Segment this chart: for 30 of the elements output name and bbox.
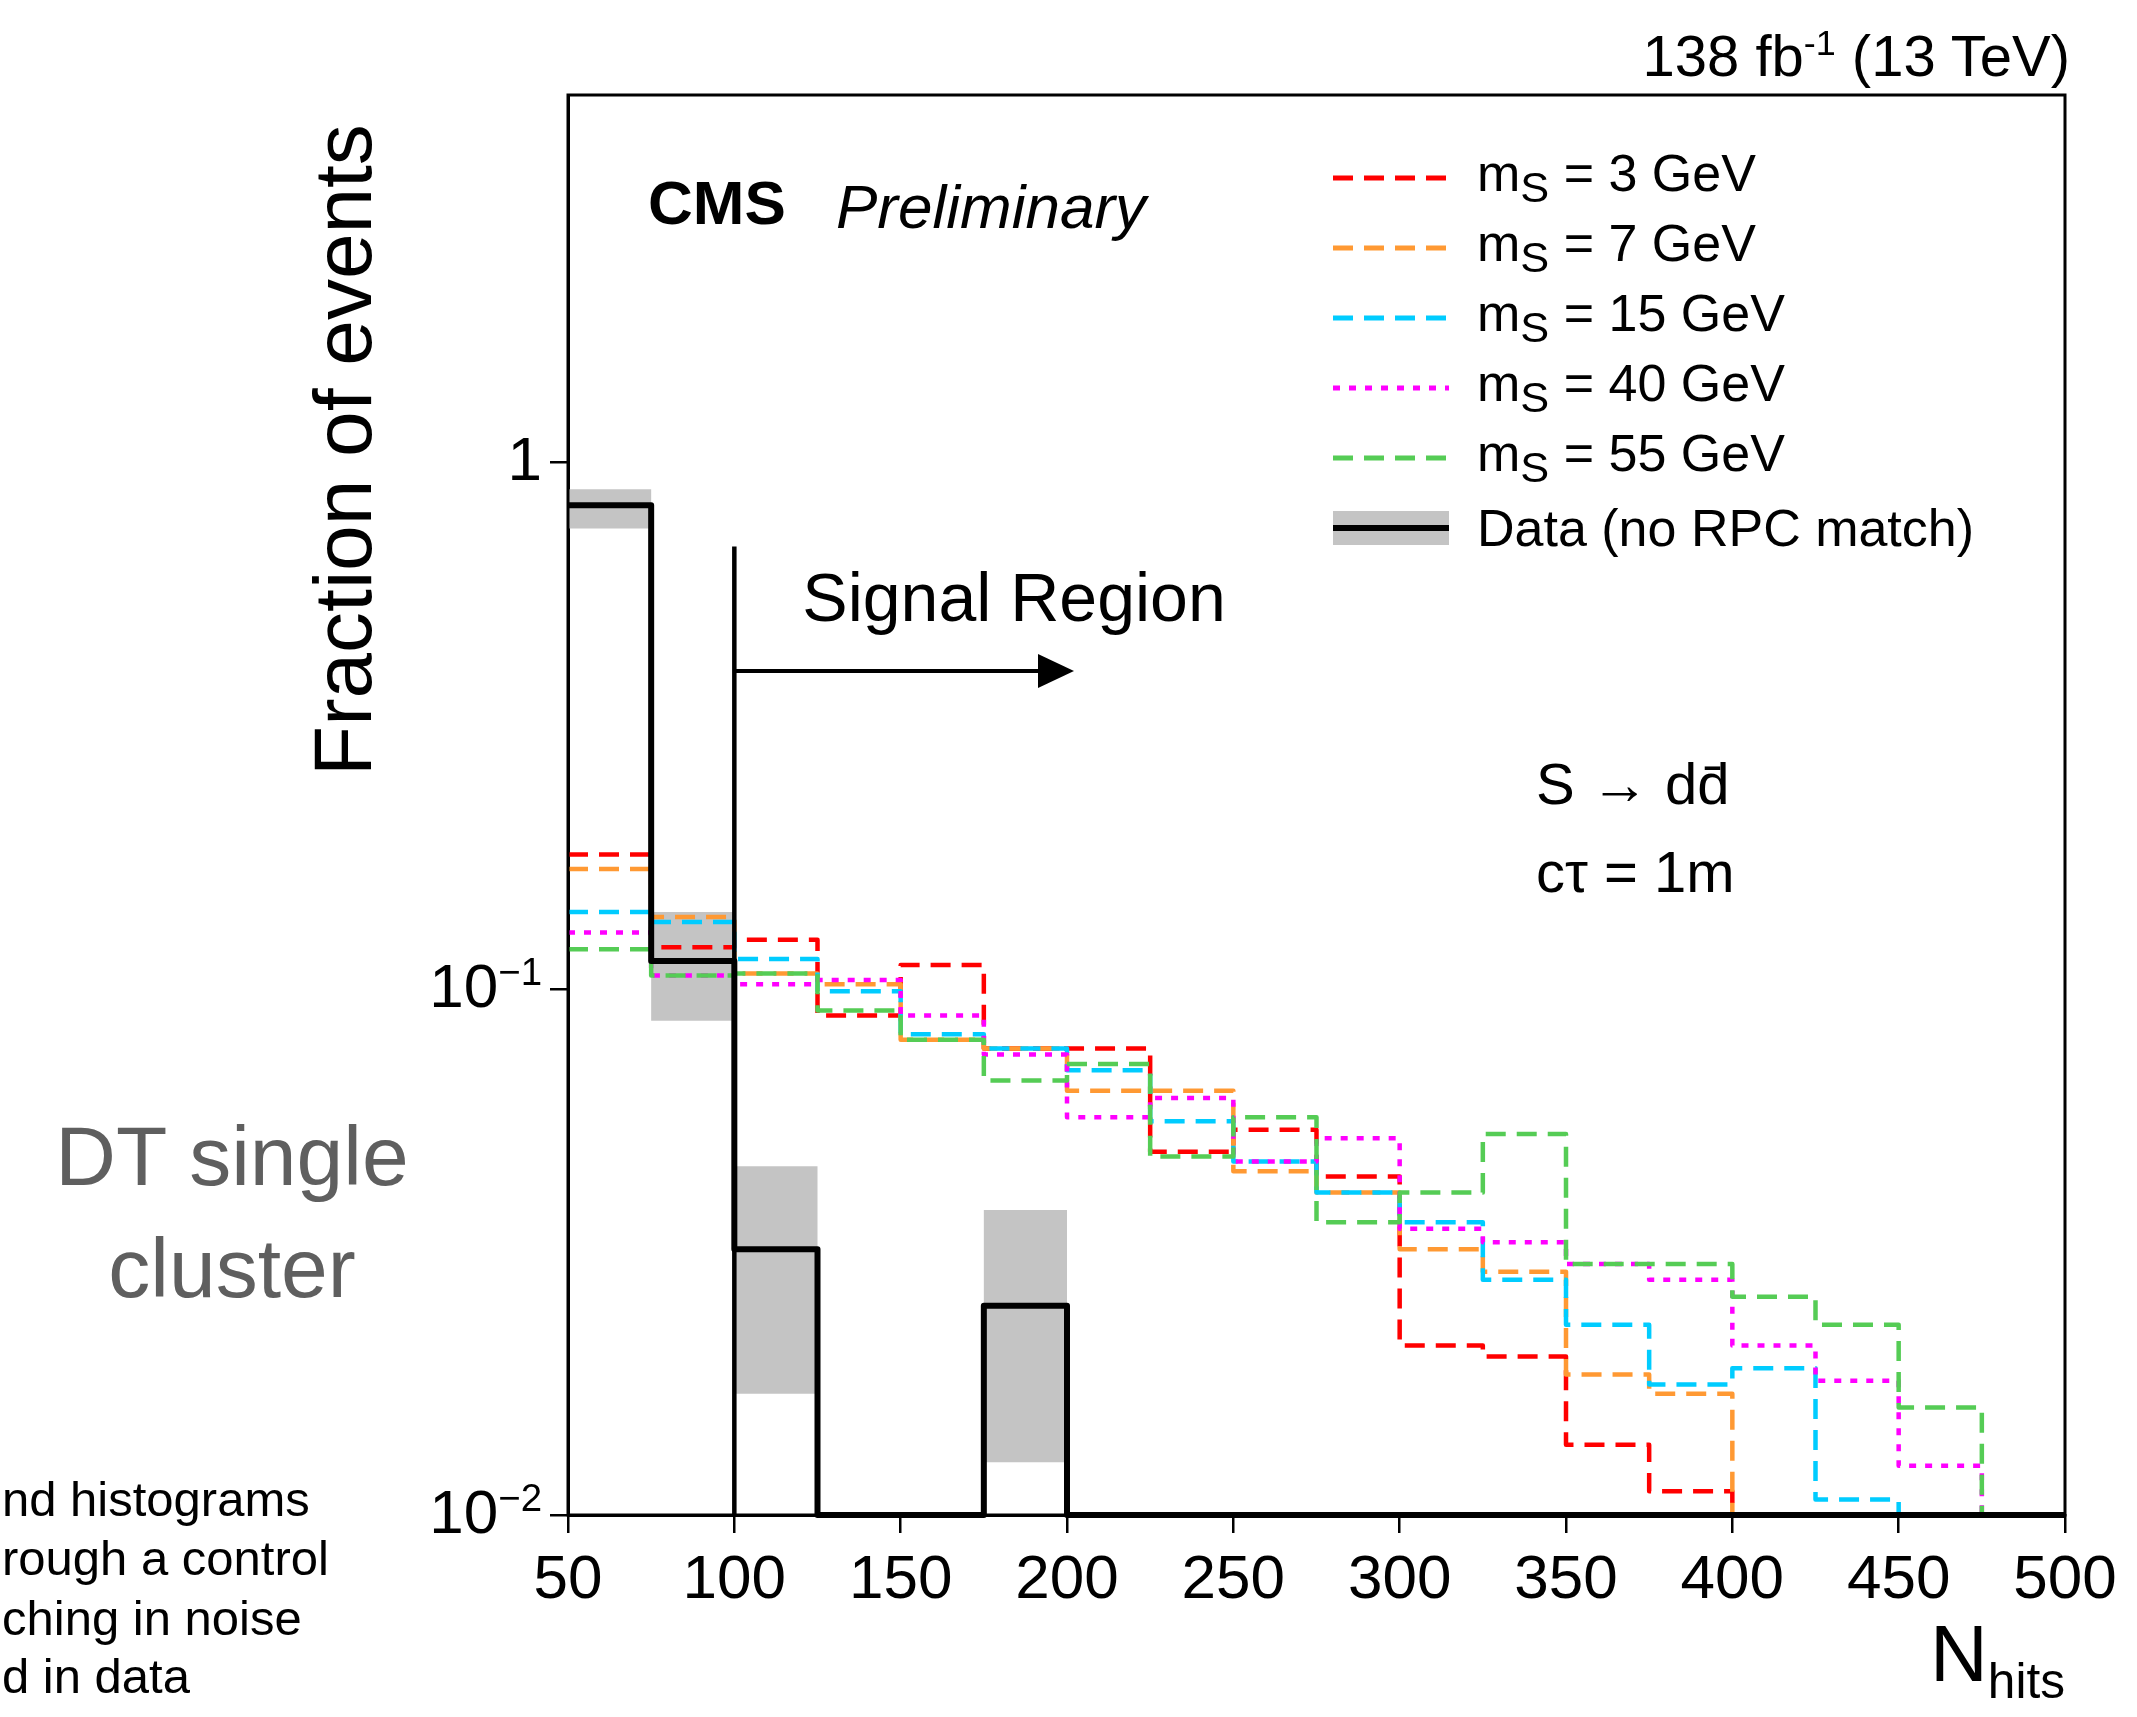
legend-label: Data (no RPC match) <box>1477 498 1975 558</box>
text: DT single cluster <box>54 1108 410 1317</box>
x-tick-label: 500 <box>2013 1542 2117 1611</box>
y-tick-label: 1 <box>507 423 542 493</box>
legend-label: m$_{S}$ = 3 GeV <box>1477 143 1756 213</box>
text: nd histograms <box>2 1471 310 1526</box>
annotation: Preliminary <box>836 172 1147 241</box>
x-axis-title: N$_{hits}$ <box>1930 1608 2065 1709</box>
text: ching in noise <box>2 1590 302 1645</box>
text: d in data <box>2 1648 190 1703</box>
ref-line-label: Signal Region <box>802 559 1226 635</box>
legend-label: m$_{S}$ = 7 GeV <box>1477 213 1756 283</box>
x-tick-label: 450 <box>1846 1542 1951 1611</box>
annotation: CMS <box>648 168 786 237</box>
legend-label: m$_{S}$ = 40 GeV <box>1477 353 1785 423</box>
legend-label: m$_{S}$ = 15 GeV <box>1477 283 1785 353</box>
x-tick-label: 100 <box>682 1542 787 1611</box>
x-tick-label: 400 <box>1680 1542 1785 1611</box>
legend-label: m$_{S}$ = 55 GeV <box>1477 423 1785 493</box>
annotation: cτ = 1m <box>1536 839 1735 904</box>
text: 138 fb$^{-1}$ (13 TeV) <box>1642 22 2070 88</box>
x-tick-label: 250 <box>1181 1542 1286 1611</box>
annotation: S → dd̄ <box>1536 751 1730 816</box>
x-tick-label: 200 <box>1015 1542 1119 1611</box>
x-tick-label: 150 <box>848 1542 953 1611</box>
text: rough a control <box>2 1530 329 1585</box>
y-tick-label: 10$^{−1}$ <box>429 950 542 1020</box>
x-tick-label: 350 <box>1514 1542 1618 1611</box>
x-tick-label: 300 <box>1347 1542 1452 1611</box>
y-axis-title: Fraction of events <box>297 124 388 776</box>
